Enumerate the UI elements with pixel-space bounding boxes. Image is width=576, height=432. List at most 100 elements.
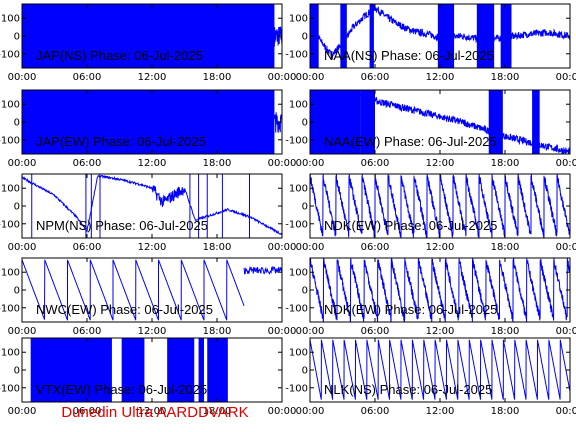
y-tick-label: 100 [289, 268, 308, 279]
dense-segment [476, 4, 495, 68]
panel-3: 100 0 -100 00:00 06:00 12:00 18:00 00:00 NAA(EW)… [285, 89, 576, 169]
x-tick-label: 00:00 [296, 72, 325, 83]
phase-line [22, 259, 282, 321]
panel-1: 100 0 -100 00:00 06:00 12:00 18:00 00:00 NAA(NS)… [285, 3, 576, 83]
dense-segment [22, 4, 275, 68]
x-tick-label: 06:00 [73, 242, 102, 253]
y-tick-label: 0 [14, 32, 20, 43]
y-tick-label: 100 [289, 348, 308, 359]
x-tick-label: 00:00 [268, 406, 297, 417]
y-tick-label: -100 [0, 49, 20, 60]
panel-title: NWC(EW) Phase: 06-Jul-2025 [36, 302, 213, 317]
y-tick-label: -100 [285, 49, 308, 60]
y-tick-label: 100 [1, 184, 20, 195]
y-tick-label: -100 [285, 135, 308, 146]
x-tick-label: 00:00 [8, 406, 37, 417]
dense-segment [207, 338, 228, 402]
panel-8: 100 0 -100 00:00 06:00 12:00 18:00 00:00 VTX(EW)… [0, 337, 297, 417]
y-tick-label: 0 [302, 118, 308, 129]
footer-label: Dunedin Ultra AARDDVARK [61, 404, 249, 421]
series-0 [22, 4, 282, 68]
y-tick-label: 100 [1, 14, 20, 25]
x-tick-label: 06:00 [361, 242, 390, 253]
x-tick-label: 00:00 [296, 158, 325, 169]
phase-line [310, 4, 570, 59]
panel-title: NDK(EW) Phase: 06-Jul-2025 [324, 302, 497, 317]
x-tick-label: 00:00 [556, 72, 576, 83]
series-7 [310, 258, 570, 322]
y-tick-label: 100 [289, 14, 308, 25]
panel-7: 100 0 -100 00:00 06:00 12:00 18:00 00:00 NDK(EW)… [285, 257, 576, 337]
y-tick-label: -100 [0, 135, 20, 146]
edge-trace [273, 26, 282, 47]
phase-line [310, 339, 570, 400]
x-tick-label: 06:00 [73, 72, 102, 83]
x-tick-label: 12:00 [138, 158, 167, 169]
x-tick-label: 00:00 [556, 242, 576, 253]
x-tick-label: 00:00 [296, 326, 325, 337]
y-tick-label: -100 [285, 383, 308, 394]
x-tick-label: 12:00 [426, 158, 455, 169]
y-tick-label: 0 [302, 32, 308, 43]
y-tick-label: 100 [1, 100, 20, 111]
y-tick-label: -100 [285, 219, 308, 230]
x-tick-label: 18:00 [491, 406, 520, 417]
edge-trace [273, 112, 282, 133]
x-tick-label: 12:00 [426, 242, 455, 253]
y-tick-label: 0 [14, 118, 20, 129]
series-3 [310, 90, 570, 154]
dense-segment [310, 90, 361, 154]
y-tick-label: 0 [14, 202, 20, 213]
x-tick-label: 06:00 [361, 406, 390, 417]
x-tick-label: 00:00 [268, 72, 297, 83]
series-1 [310, 4, 570, 68]
x-tick-label: 06:00 [361, 72, 390, 83]
y-tick-label: 0 [302, 286, 308, 297]
x-tick-label: 06:00 [73, 158, 102, 169]
panel-title: NDK(EW) Phase: 06-Jul-2025 [324, 218, 497, 233]
y-tick-label: -100 [0, 219, 20, 230]
x-tick-label: 00:00 [268, 326, 297, 337]
panel-title: NAA(NS) Phase: 06-Jul-2025 [324, 48, 494, 63]
x-tick-label: 18:00 [203, 72, 232, 83]
x-tick-label: 00:00 [268, 242, 297, 253]
dense-segment [532, 90, 540, 154]
dense-segment [121, 338, 145, 402]
x-tick-label: 00:00 [556, 406, 576, 417]
dense-segment [369, 4, 374, 68]
x-tick-label: 12:00 [426, 326, 455, 337]
phase-line [22, 174, 282, 236]
x-tick-label: 18:00 [203, 242, 232, 253]
x-tick-label: 12:00 [138, 406, 167, 417]
x-tick-label: 06:00 [361, 326, 390, 337]
x-tick-label: 12:00 [138, 326, 167, 337]
panel-title: NLK(NS) Phase: 06-Jul-2025 [324, 382, 492, 397]
dense-segment [22, 90, 275, 154]
dense-segment [30, 338, 112, 402]
x-tick-label: 18:00 [203, 158, 232, 169]
y-tick-label: -100 [0, 303, 20, 314]
series-8 [30, 338, 228, 402]
y-tick-label: 0 [14, 366, 20, 377]
dense-segment [310, 4, 319, 68]
series-9 [310, 339, 570, 400]
x-tick-label: 18:00 [491, 326, 520, 337]
x-tick-label: 00:00 [8, 326, 37, 337]
y-tick-label: 100 [1, 348, 20, 359]
y-tick-label: -100 [285, 303, 308, 314]
x-tick-label: 12:00 [426, 406, 455, 417]
y-tick-label: 100 [289, 100, 308, 111]
panel-title: VTX(EW) Phase: 06-Jul-2025 [36, 382, 207, 397]
x-tick-label: 00:00 [268, 158, 297, 169]
panel-6: 100 0 -100 00:00 06:00 12:00 18:00 00:00 NWC(EW)… [0, 257, 297, 337]
x-tick-label: 00:00 [296, 406, 325, 417]
x-tick-label: 12:00 [138, 72, 167, 83]
phase-line [352, 90, 570, 154]
x-tick-label: 18:00 [491, 72, 520, 83]
y-tick-label: 0 [302, 366, 308, 377]
panel-5: 100 0 -100 00:00 06:00 12:00 18:00 00:00 NDK(EW)… [285, 173, 576, 253]
dense-segment [360, 90, 375, 154]
panel-title: JAP(NS) Phase: 06-Jul-2025 [36, 48, 203, 63]
x-tick-label: 18:00 [491, 242, 520, 253]
y-tick-label: -100 [0, 383, 20, 394]
